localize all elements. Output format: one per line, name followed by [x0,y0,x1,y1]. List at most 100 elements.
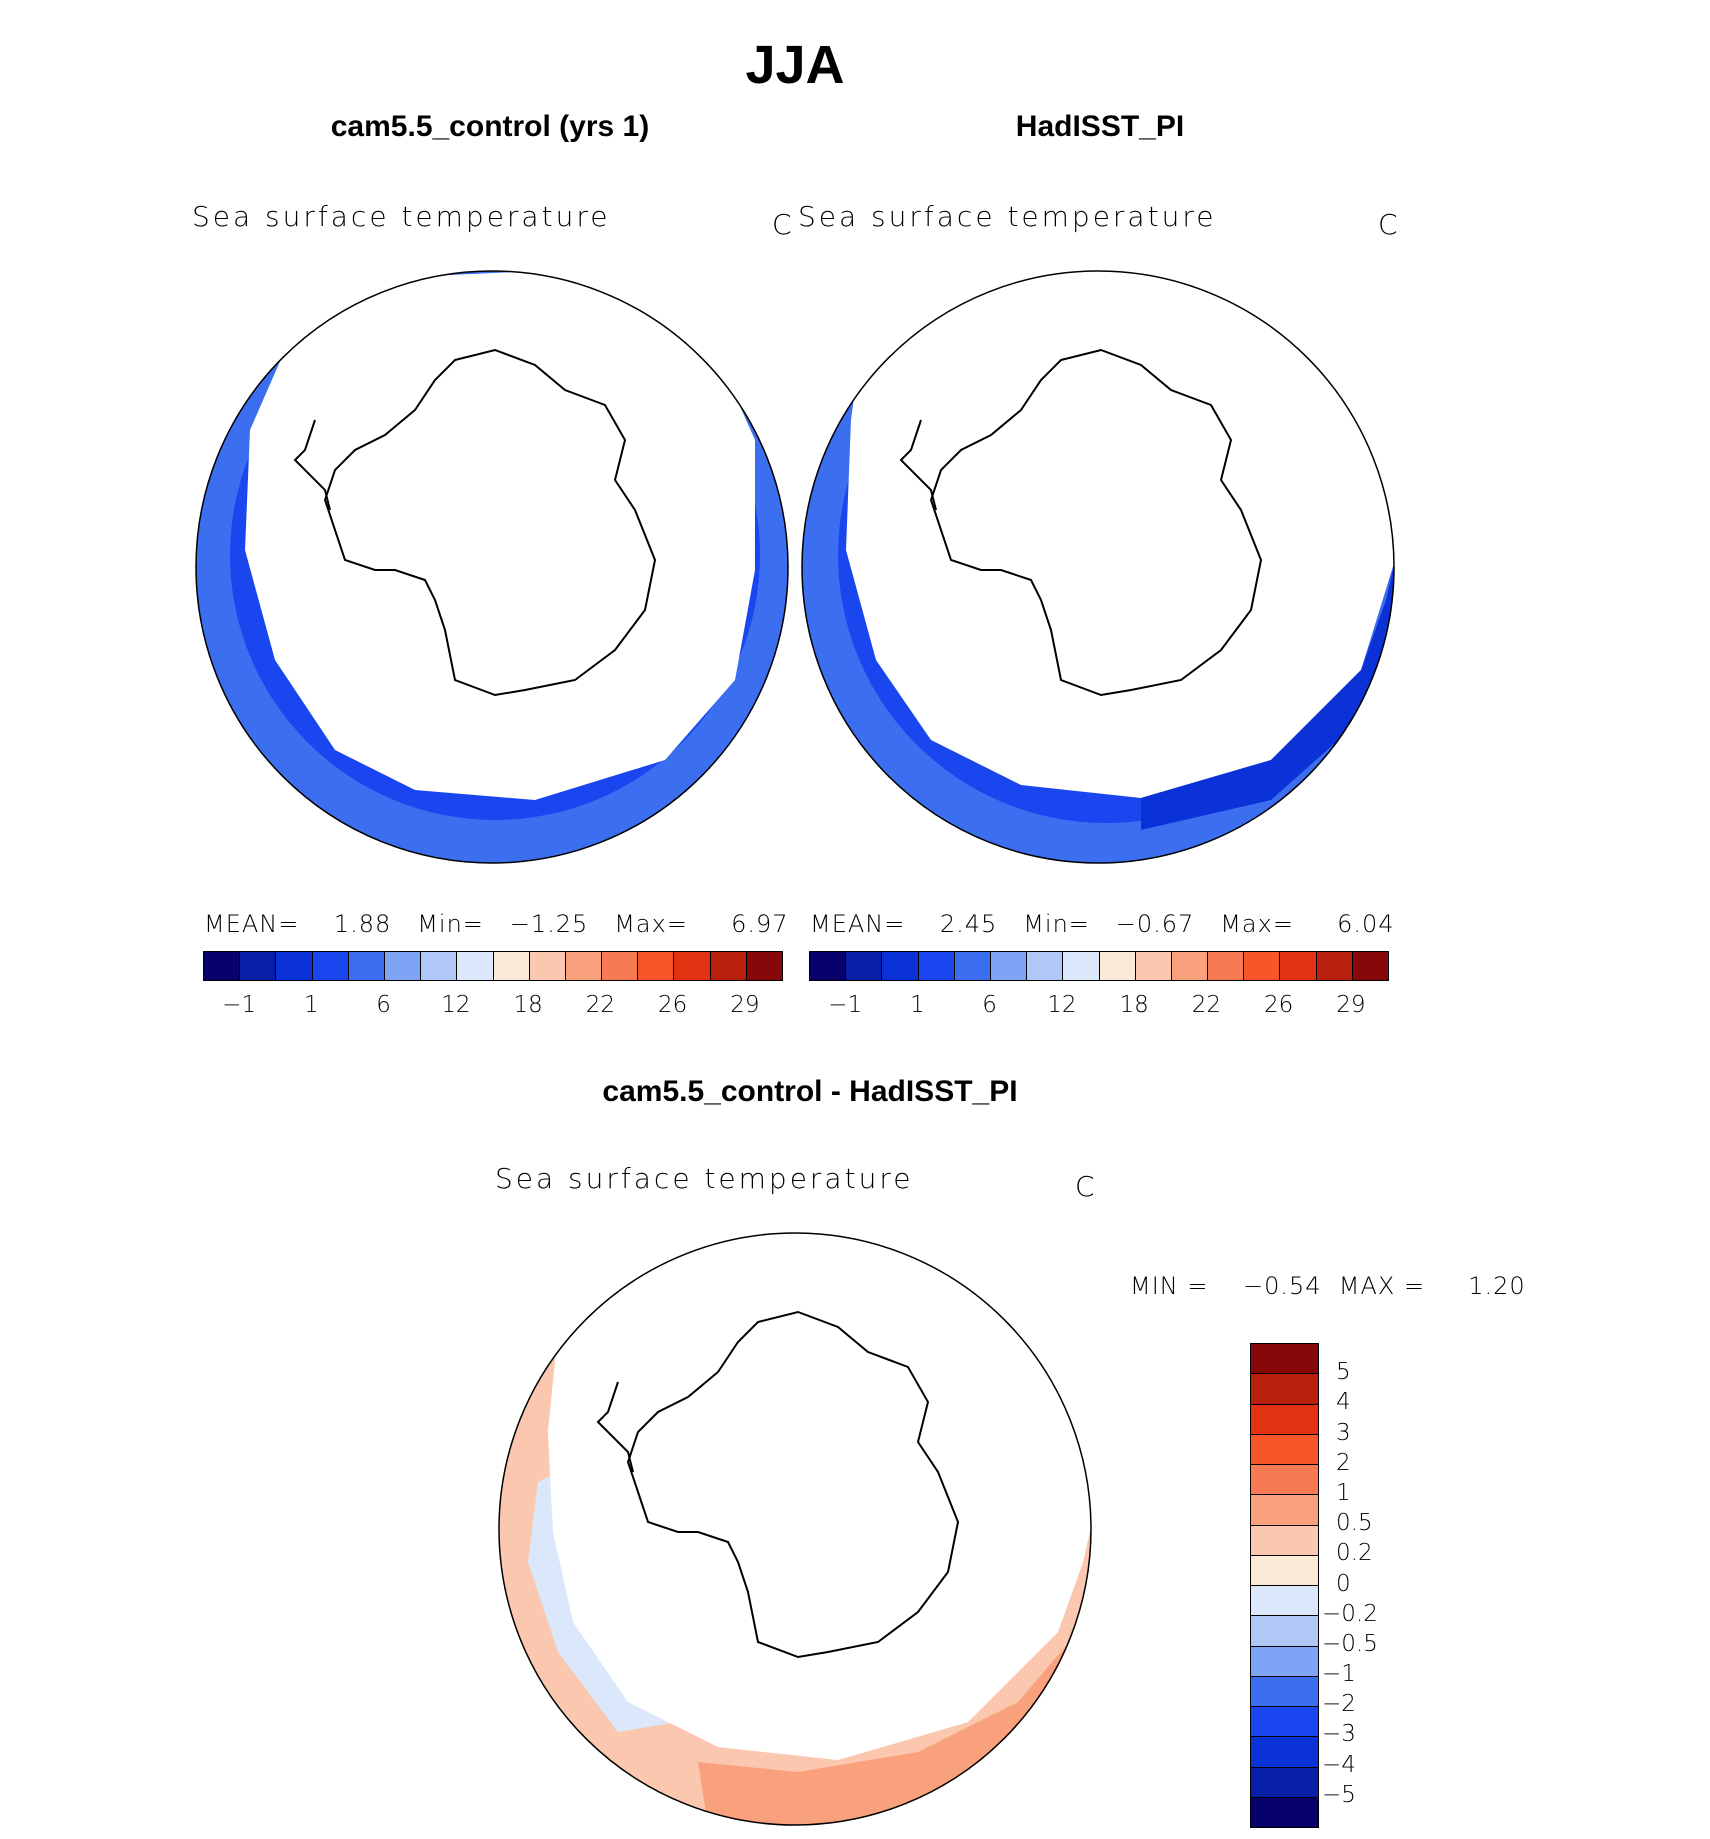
panel-title-model: cam5.5_control (yrs 1) [330,110,650,143]
colorbar-cell [1280,952,1317,980]
units-label-obs: C [1378,208,1398,241]
units-label-diff: C [1075,1170,1095,1203]
panel-title-obs: HadISST_PI [1015,110,1185,143]
colorbar-tick-label: 1 [910,992,925,1018]
colorbar-cell [1251,1707,1318,1738]
colorbar-label: 0.5 [1336,1510,1373,1537]
colorbar-cell [638,952,675,980]
colorbar-cell [1251,1616,1318,1647]
colorbar-cell [954,952,991,980]
antarctic-peninsula [899,419,937,511]
colorbar-cell [602,952,639,980]
variable-label-obs: Sea surface temperature [798,200,1217,233]
colorbar-tick-label: −1 [222,992,257,1018]
colorbar-cell [674,952,711,980]
colorbar-diff [1250,1343,1319,1828]
colorbar-tick-label: 22 [585,992,616,1018]
antarctica-coastline [626,1310,960,1659]
variable-label-diff: Sea surface temperature [495,1162,914,1195]
colorbar-tick-label: 26 [1263,992,1294,1018]
colorbar-tick-label: 1 [304,992,319,1018]
colorbar-label: −0.5 [1322,1630,1378,1657]
variable-label-model: Sea surface temperature [192,200,611,233]
colorbar-cell [1099,952,1136,980]
map-border [801,270,1395,864]
colorbar-label: −0.2 [1322,1600,1378,1627]
map-border [498,1232,1092,1826]
map-border [195,270,789,864]
colorbar-tick-label: 18 [513,992,543,1018]
sst-band-cold [1141,560,1394,830]
colorbar-label: 2 [1336,1449,1351,1476]
colorbar-cell [810,952,847,980]
colorbar-label: −3 [1322,1721,1356,1748]
colorbar-cell [240,952,277,980]
stats-model: MEAN= 1.88 Min= −1.25 Max= 6.97 [204,910,789,938]
colorbar-tick-label: 12 [441,992,471,1018]
colorbar-label: 4 [1336,1389,1351,1416]
colorbar-cell [457,952,494,980]
colorbar-ticks-model: −1 1 6 12 18 22 26 29 [203,992,781,1022]
colorbar-ticks-obs: −1 1 6 12 18 22 26 29 [809,992,1387,1022]
colorbar-cell [529,952,566,980]
sea-ice-mask [846,271,1394,798]
sea-ice-mask [499,1233,1091,1760]
colorbar-label: −1 [1322,1661,1356,1688]
colorbar-cell [421,952,458,980]
colorbar-cell [1251,1374,1318,1405]
antarctica-coastline [323,348,657,697]
colorbar-tick-label: 29 [730,992,760,1018]
colorbar-obs [809,951,1389,981]
colorbar-cell [1171,952,1209,980]
colorbar-label: 1 [1336,1479,1351,1506]
polar-map-model [195,270,789,864]
colorbar-cell [1251,1404,1318,1435]
colorbar-label: 3 [1336,1419,1351,1446]
colorbar-model [203,951,783,981]
antarctic-peninsula [293,419,331,511]
colorbar-tick-label: 26 [657,992,688,1018]
antarctica-coastline [929,348,1263,697]
colorbar-label: −2 [1322,1691,1356,1718]
colorbar-tick-label: 29 [1336,992,1366,1018]
colorbar-cell [493,952,530,980]
colorbar-cell [1251,1555,1318,1586]
colorbar-cell [1251,1495,1318,1526]
colorbar-cell [1251,1586,1318,1617]
polar-map-obs [801,270,1395,864]
colorbar-label: −5 [1322,1781,1356,1808]
units-label-model: C [772,208,792,241]
colorbar-cell [1316,952,1353,980]
colorbar-cell [746,952,782,980]
colorbar-cell [1251,1434,1318,1465]
colorbar-tick-label: 22 [1191,992,1222,1018]
page-title: JJA [745,35,845,95]
colorbar-cell [1251,1465,1318,1496]
colorbar-cell [1244,952,1281,980]
colorbar-cell [565,952,603,980]
stats-diff: MIN = −0.54 MAX = 1.20 [1130,1272,1526,1300]
colorbar-cell [1251,1797,1318,1827]
colorbar-tick-label: 6 [376,992,391,1018]
colorbar-cell [204,952,241,980]
colorbar-cell [846,952,883,980]
panel-title-diff: cam5.5_control - HadISST_PI [602,1075,1018,1108]
polar-map-diff [498,1232,1092,1826]
colorbar-cell [1251,1767,1318,1798]
colorbar-cell [1135,952,1172,980]
colorbar-cell [990,952,1028,980]
sea-ice-mask [245,271,755,800]
colorbar-label: 5 [1336,1359,1351,1386]
colorbar-tick-label: 12 [1047,992,1077,1018]
colorbar-tick-label: −1 [828,992,863,1018]
colorbar-label: 0.2 [1336,1540,1373,1567]
colorbar-cell [1352,952,1388,980]
colorbar-cell [1251,1676,1318,1707]
colorbar-cell [384,952,422,980]
colorbar-tick-label: 18 [1119,992,1149,1018]
colorbar-cell [312,952,349,980]
colorbar-cell [348,952,385,980]
colorbar-cell [1208,952,1245,980]
colorbar-tick-label: 6 [982,992,997,1018]
colorbar-label: 0 [1336,1570,1351,1597]
